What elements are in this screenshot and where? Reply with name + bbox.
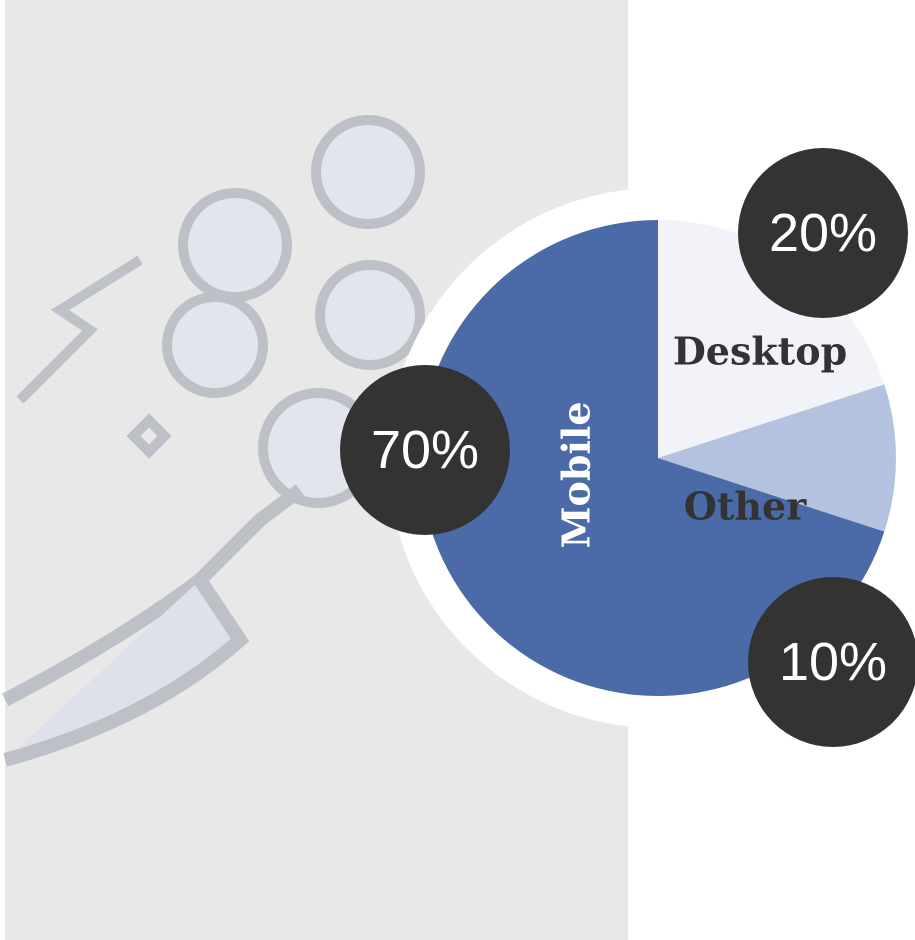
category-label: Mobile [554, 401, 599, 548]
pie-slice [658, 220, 885, 458]
icon-circle [315, 260, 425, 370]
diamond [126, 413, 172, 459]
pie-slice [420, 220, 885, 696]
category-label: Other [684, 484, 807, 529]
labels: Mobile Desktop Other 70% 20% 10% [340, 148, 915, 747]
value-label: 20% [769, 203, 877, 263]
value-label: 10% [779, 632, 887, 692]
value-label: 70% [371, 420, 479, 480]
bolt [16, 255, 143, 404]
plug [3, 576, 250, 767]
icon-circle [162, 292, 268, 398]
icon-circle [178, 188, 292, 302]
icon-circle [311, 115, 425, 229]
value-badge [748, 577, 915, 747]
value-badge [738, 148, 908, 318]
pie-slice [658, 384, 897, 532]
pie [420, 220, 897, 696]
value-badge [340, 365, 510, 535]
category-label: Desktop [673, 329, 847, 374]
